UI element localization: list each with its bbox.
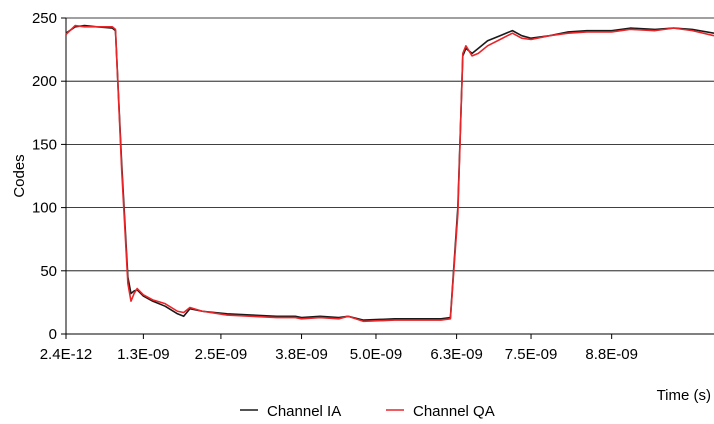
y-tick-label: 250	[32, 10, 57, 27]
x-tick-label: 7.5E-09	[505, 346, 558, 363]
y-tick-labels: 0 50 100 150 200 250	[32, 10, 57, 343]
y-tick-label: 200	[32, 73, 57, 90]
x-tick-label: 5.0E-09	[350, 346, 403, 363]
series-line-channel-qa	[66, 26, 714, 322]
x-tick-label: 3.8E-09	[275, 346, 328, 363]
x-tick-label: 1.3E-09	[117, 346, 170, 363]
series-line-channel-ia	[66, 26, 714, 321]
axes	[61, 18, 714, 339]
y-tick-label: 100	[32, 200, 57, 217]
x-tick-label: 2.4E-12	[40, 346, 93, 363]
y-tick-label: 50	[40, 263, 57, 280]
gridlines	[66, 18, 714, 271]
x-tick-labels: 2.4E-12 1.3E-09 2.5E-09 3.8E-09 5.0E-09 6.3E-…	[40, 346, 638, 363]
y-tick-label: 150	[32, 136, 57, 153]
x-axis-title: Time (s)	[657, 387, 711, 404]
legend: Channel IA Channel QA	[240, 403, 495, 420]
x-tick-label: 2.5E-09	[195, 346, 248, 363]
y-axis-title: Codes	[11, 154, 28, 197]
legend-label-channel-ia: Channel IA	[267, 403, 341, 420]
series-lines	[66, 26, 714, 322]
y-tick-label: 0	[49, 326, 57, 343]
x-tick-label: 8.8E-09	[585, 346, 638, 363]
x-tick-label: 6.3E-09	[430, 346, 483, 363]
legend-label-channel-qa: Channel QA	[413, 403, 495, 420]
